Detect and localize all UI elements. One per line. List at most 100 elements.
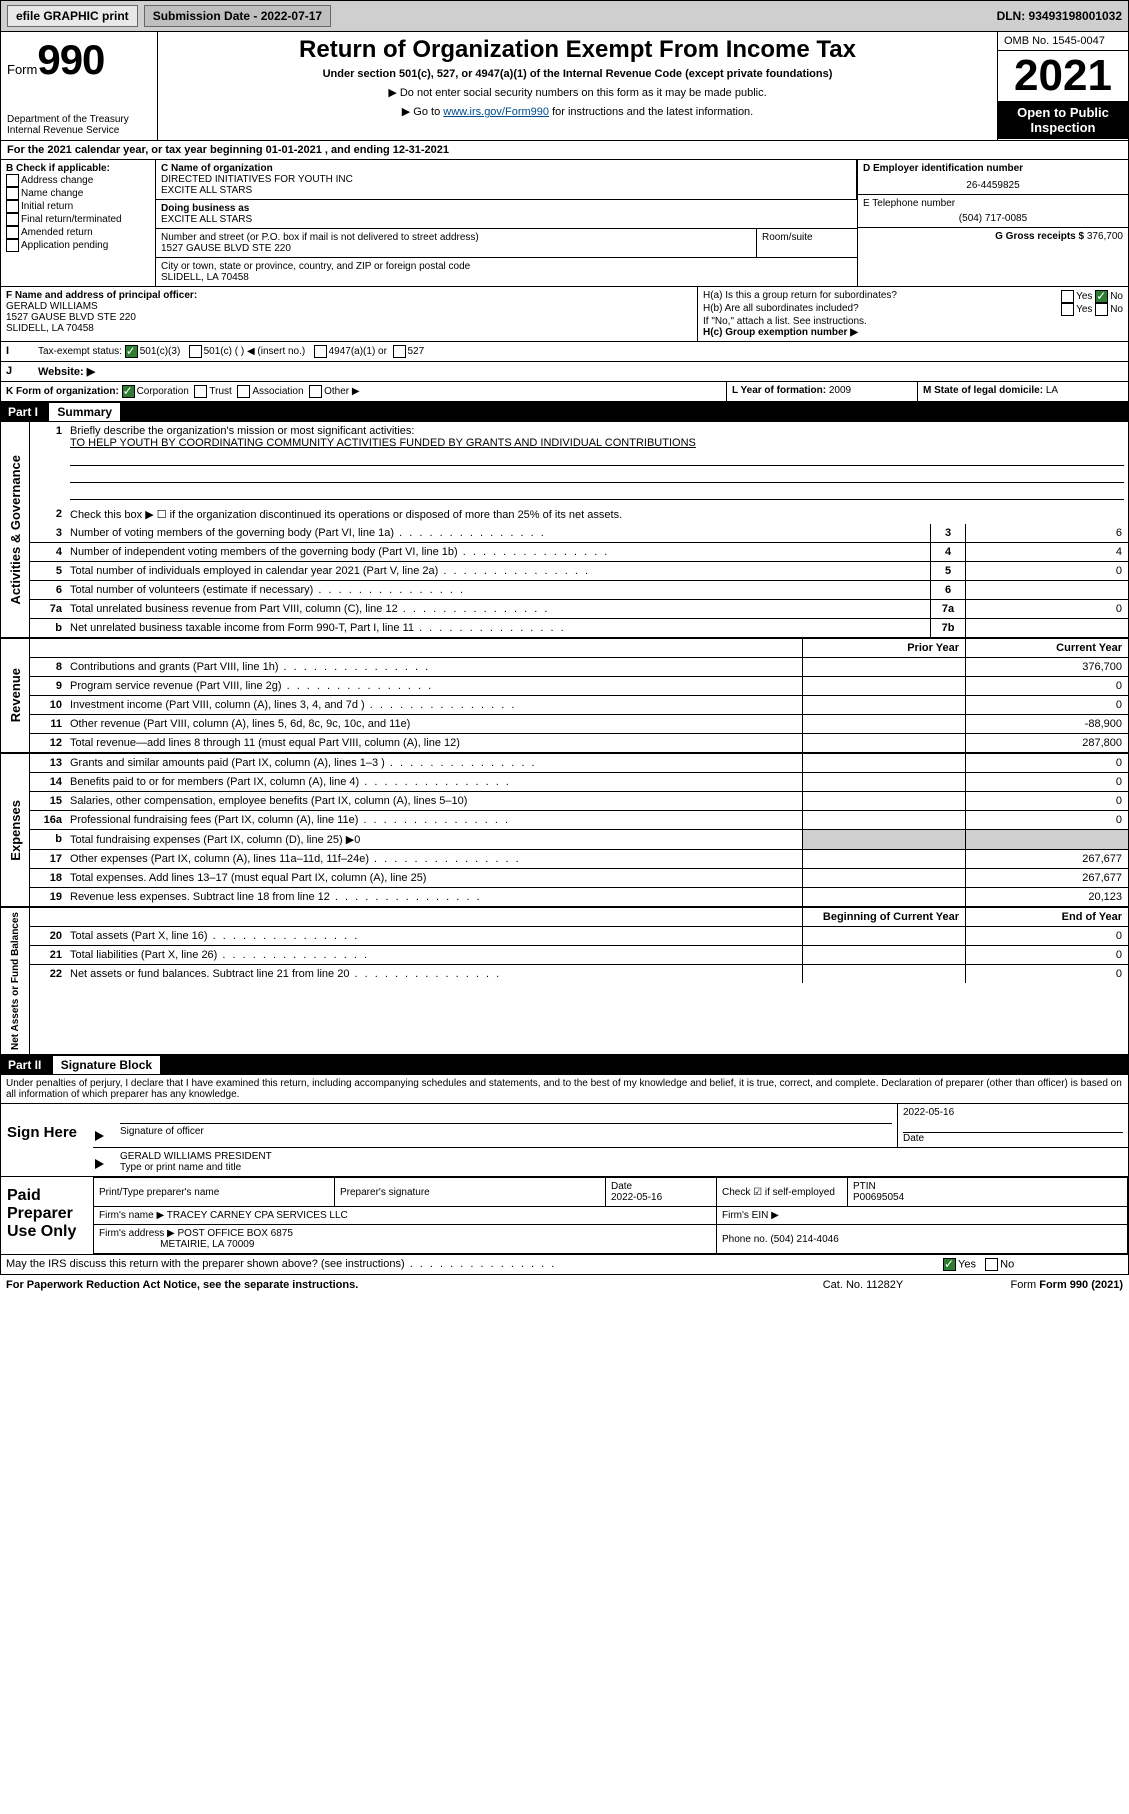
line-17: Other expenses (Part IX, column (A), lin… bbox=[66, 850, 802, 868]
line-10: Investment income (Part VIII, column (A)… bbox=[66, 696, 802, 714]
block-k-l-m: K Form of organization: Corporation Trus… bbox=[0, 382, 1129, 402]
dba-label: Doing business as bbox=[161, 203, 852, 214]
arrow-icon bbox=[95, 1131, 104, 1141]
goto-prefix: ▶ Go to bbox=[402, 106, 443, 118]
discuss-no-checkbox[interactable] bbox=[985, 1258, 998, 1271]
line-5: Total number of individuals employed in … bbox=[66, 562, 930, 580]
b-opt-4: Amended return bbox=[21, 227, 93, 238]
form-title: Return of Organization Exempt From Incom… bbox=[164, 36, 991, 64]
ha-yes-checkbox[interactable] bbox=[1061, 290, 1074, 303]
line-3: Number of voting members of the governin… bbox=[66, 524, 930, 542]
paid-preparer-label: Paid Preparer Use Only bbox=[1, 1177, 93, 1254]
line-16b: Total fundraising expenses (Part IX, col… bbox=[66, 830, 802, 849]
hb-no-checkbox[interactable] bbox=[1095, 303, 1108, 316]
dln: DLN: 93493198001032 bbox=[997, 9, 1122, 23]
boy-hdr: Beginning of Current Year bbox=[802, 908, 965, 926]
final-return-checkbox[interactable] bbox=[6, 213, 19, 226]
association-checkbox[interactable] bbox=[237, 385, 250, 398]
firm-addr-label: Firm's address ▶ bbox=[99, 1228, 175, 1239]
subtitle-1: Under section 501(c), 527, or 4947(a)(1)… bbox=[164, 68, 991, 80]
i-opt-0: 501(c)(3) bbox=[140, 346, 181, 357]
4947-checkbox[interactable] bbox=[314, 345, 327, 358]
prep-date: 2022-05-16 bbox=[611, 1192, 711, 1203]
527-checkbox[interactable] bbox=[393, 345, 406, 358]
501c-checkbox[interactable] bbox=[189, 345, 202, 358]
b-opt-1: Name change bbox=[21, 188, 83, 199]
amended-return-checkbox[interactable] bbox=[6, 226, 19, 239]
k-form-org-label: K Form of organization: bbox=[6, 386, 119, 397]
k-opt-1: Trust bbox=[209, 386, 231, 397]
discuss-label: May the IRS discuss this return with the… bbox=[1, 1255, 938, 1274]
ein-value: 26-4459825 bbox=[863, 180, 1123, 191]
preparer-name-label: Print/Type preparer's name bbox=[94, 1178, 335, 1207]
room-suite-label: Room/suite bbox=[757, 229, 857, 257]
officer-name: GERALD WILLIAMS bbox=[6, 301, 692, 312]
subtitle-3: ▶ Go to www.irs.gov/Form990 for instruct… bbox=[164, 105, 991, 118]
gross-receipts-value: 376,700 bbox=[1087, 231, 1123, 242]
dba-value: EXCITE ALL STARS bbox=[161, 214, 852, 225]
sig-officer-label: Signature of officer bbox=[120, 1126, 892, 1137]
line-22-value: 0 bbox=[965, 965, 1128, 983]
perjury-declaration: Under penalties of perjury, I declare th… bbox=[0, 1075, 1129, 1104]
instructions-link[interactable]: www.irs.gov/Form990 bbox=[443, 106, 549, 118]
firm-addr2: METAIRIE, LA 70009 bbox=[160, 1239, 254, 1250]
line-11-value: -88,900 bbox=[965, 715, 1128, 733]
discuss-yes-checkbox[interactable] bbox=[943, 1258, 956, 1271]
application-pending-checkbox[interactable] bbox=[6, 239, 19, 252]
firm-name: TRACEY CARNEY CPA SERVICES LLC bbox=[167, 1210, 348, 1221]
i-opt-3: 527 bbox=[408, 346, 425, 357]
section-b: B Check if applicable: Address change Na… bbox=[1, 160, 156, 286]
other-checkbox[interactable] bbox=[309, 385, 322, 398]
addr-label: Number and street (or P.O. box if mail i… bbox=[161, 232, 751, 243]
line-14-value: 0 bbox=[965, 773, 1128, 791]
block-i: I Tax-exempt status: 501(c)(3) 501(c) ( … bbox=[0, 342, 1129, 362]
initial-return-checkbox[interactable] bbox=[6, 200, 19, 213]
form-label: Form bbox=[7, 62, 37, 77]
dept-treasury: Department of the Treasury bbox=[7, 114, 151, 125]
sign-here-block: Sign Here Signature of officer 2022-05-1… bbox=[0, 1104, 1129, 1177]
print-name-label: Type or print name and title bbox=[120, 1162, 1123, 1173]
trust-checkbox[interactable] bbox=[194, 385, 207, 398]
firm-phone: (504) 214-4046 bbox=[770, 1234, 838, 1245]
line-20: Total assets (Part X, line 16) bbox=[66, 927, 802, 945]
c-name-label: C Name of organization bbox=[161, 163, 851, 174]
self-employed-check: Check ☑ if self-employed bbox=[717, 1178, 848, 1207]
open-public-inspection: Open to Public Inspection bbox=[998, 101, 1128, 139]
prior-year-hdr: Prior Year bbox=[802, 639, 965, 657]
m-state-label: M State of legal domicile: bbox=[923, 385, 1043, 396]
prep-date-label: Date bbox=[611, 1181, 711, 1192]
mission-text: TO HELP YOUTH BY COORDINATING COMMUNITY … bbox=[70, 437, 1124, 449]
address-change-checkbox[interactable] bbox=[6, 174, 19, 187]
firm-ein-label: Firm's EIN ▶ bbox=[717, 1207, 1128, 1225]
block-f-h: F Name and address of principal officer:… bbox=[0, 287, 1129, 342]
form-990-2021: Form 990 (2021) bbox=[1039, 1279, 1123, 1291]
efile-print-button[interactable]: efile GRAPHIC print bbox=[7, 5, 138, 27]
officer-address: 1527 GAUSE BLVD STE 220 bbox=[6, 312, 692, 323]
hb-yes-checkbox[interactable] bbox=[1061, 303, 1074, 316]
side-net-assets: Net Assets or Fund Balances bbox=[8, 908, 23, 1054]
line-17-value: 267,677 bbox=[965, 850, 1128, 868]
part-1-header: Part I Summary bbox=[0, 402, 1129, 422]
corporation-checkbox[interactable] bbox=[122, 385, 135, 398]
501c3-checkbox[interactable] bbox=[125, 345, 138, 358]
line-15: Salaries, other compensation, employee b… bbox=[66, 792, 802, 810]
part-1-title: Summary bbox=[49, 403, 120, 421]
cat-no: Cat. No. 11282Y bbox=[763, 1279, 963, 1291]
j-website-label: Website: ▶ bbox=[33, 362, 1128, 381]
line-8-value: 376,700 bbox=[965, 658, 1128, 676]
l-year-label: L Year of formation: bbox=[732, 385, 826, 396]
sign-date-label: Date bbox=[903, 1133, 1123, 1144]
line-15-value: 0 bbox=[965, 792, 1128, 810]
part-1-label: Part I bbox=[8, 405, 38, 419]
firm-name-label: Firm's name ▶ bbox=[99, 1210, 164, 1221]
line-4-value: 4 bbox=[965, 543, 1128, 561]
line-14: Benefits paid to or for members (Part IX… bbox=[66, 773, 802, 791]
line-22: Net assets or fund balances. Subtract li… bbox=[66, 965, 802, 983]
form-footer: Form Form 990 (2021) bbox=[963, 1279, 1123, 1291]
k-opt-3: Other ▶ bbox=[324, 386, 359, 397]
line-3-value: 6 bbox=[965, 524, 1128, 542]
ha-no-checkbox[interactable] bbox=[1095, 290, 1108, 303]
line-12-value: 287,800 bbox=[965, 734, 1128, 752]
name-change-checkbox[interactable] bbox=[6, 187, 19, 200]
line-13: Grants and similar amounts paid (Part IX… bbox=[66, 754, 802, 772]
